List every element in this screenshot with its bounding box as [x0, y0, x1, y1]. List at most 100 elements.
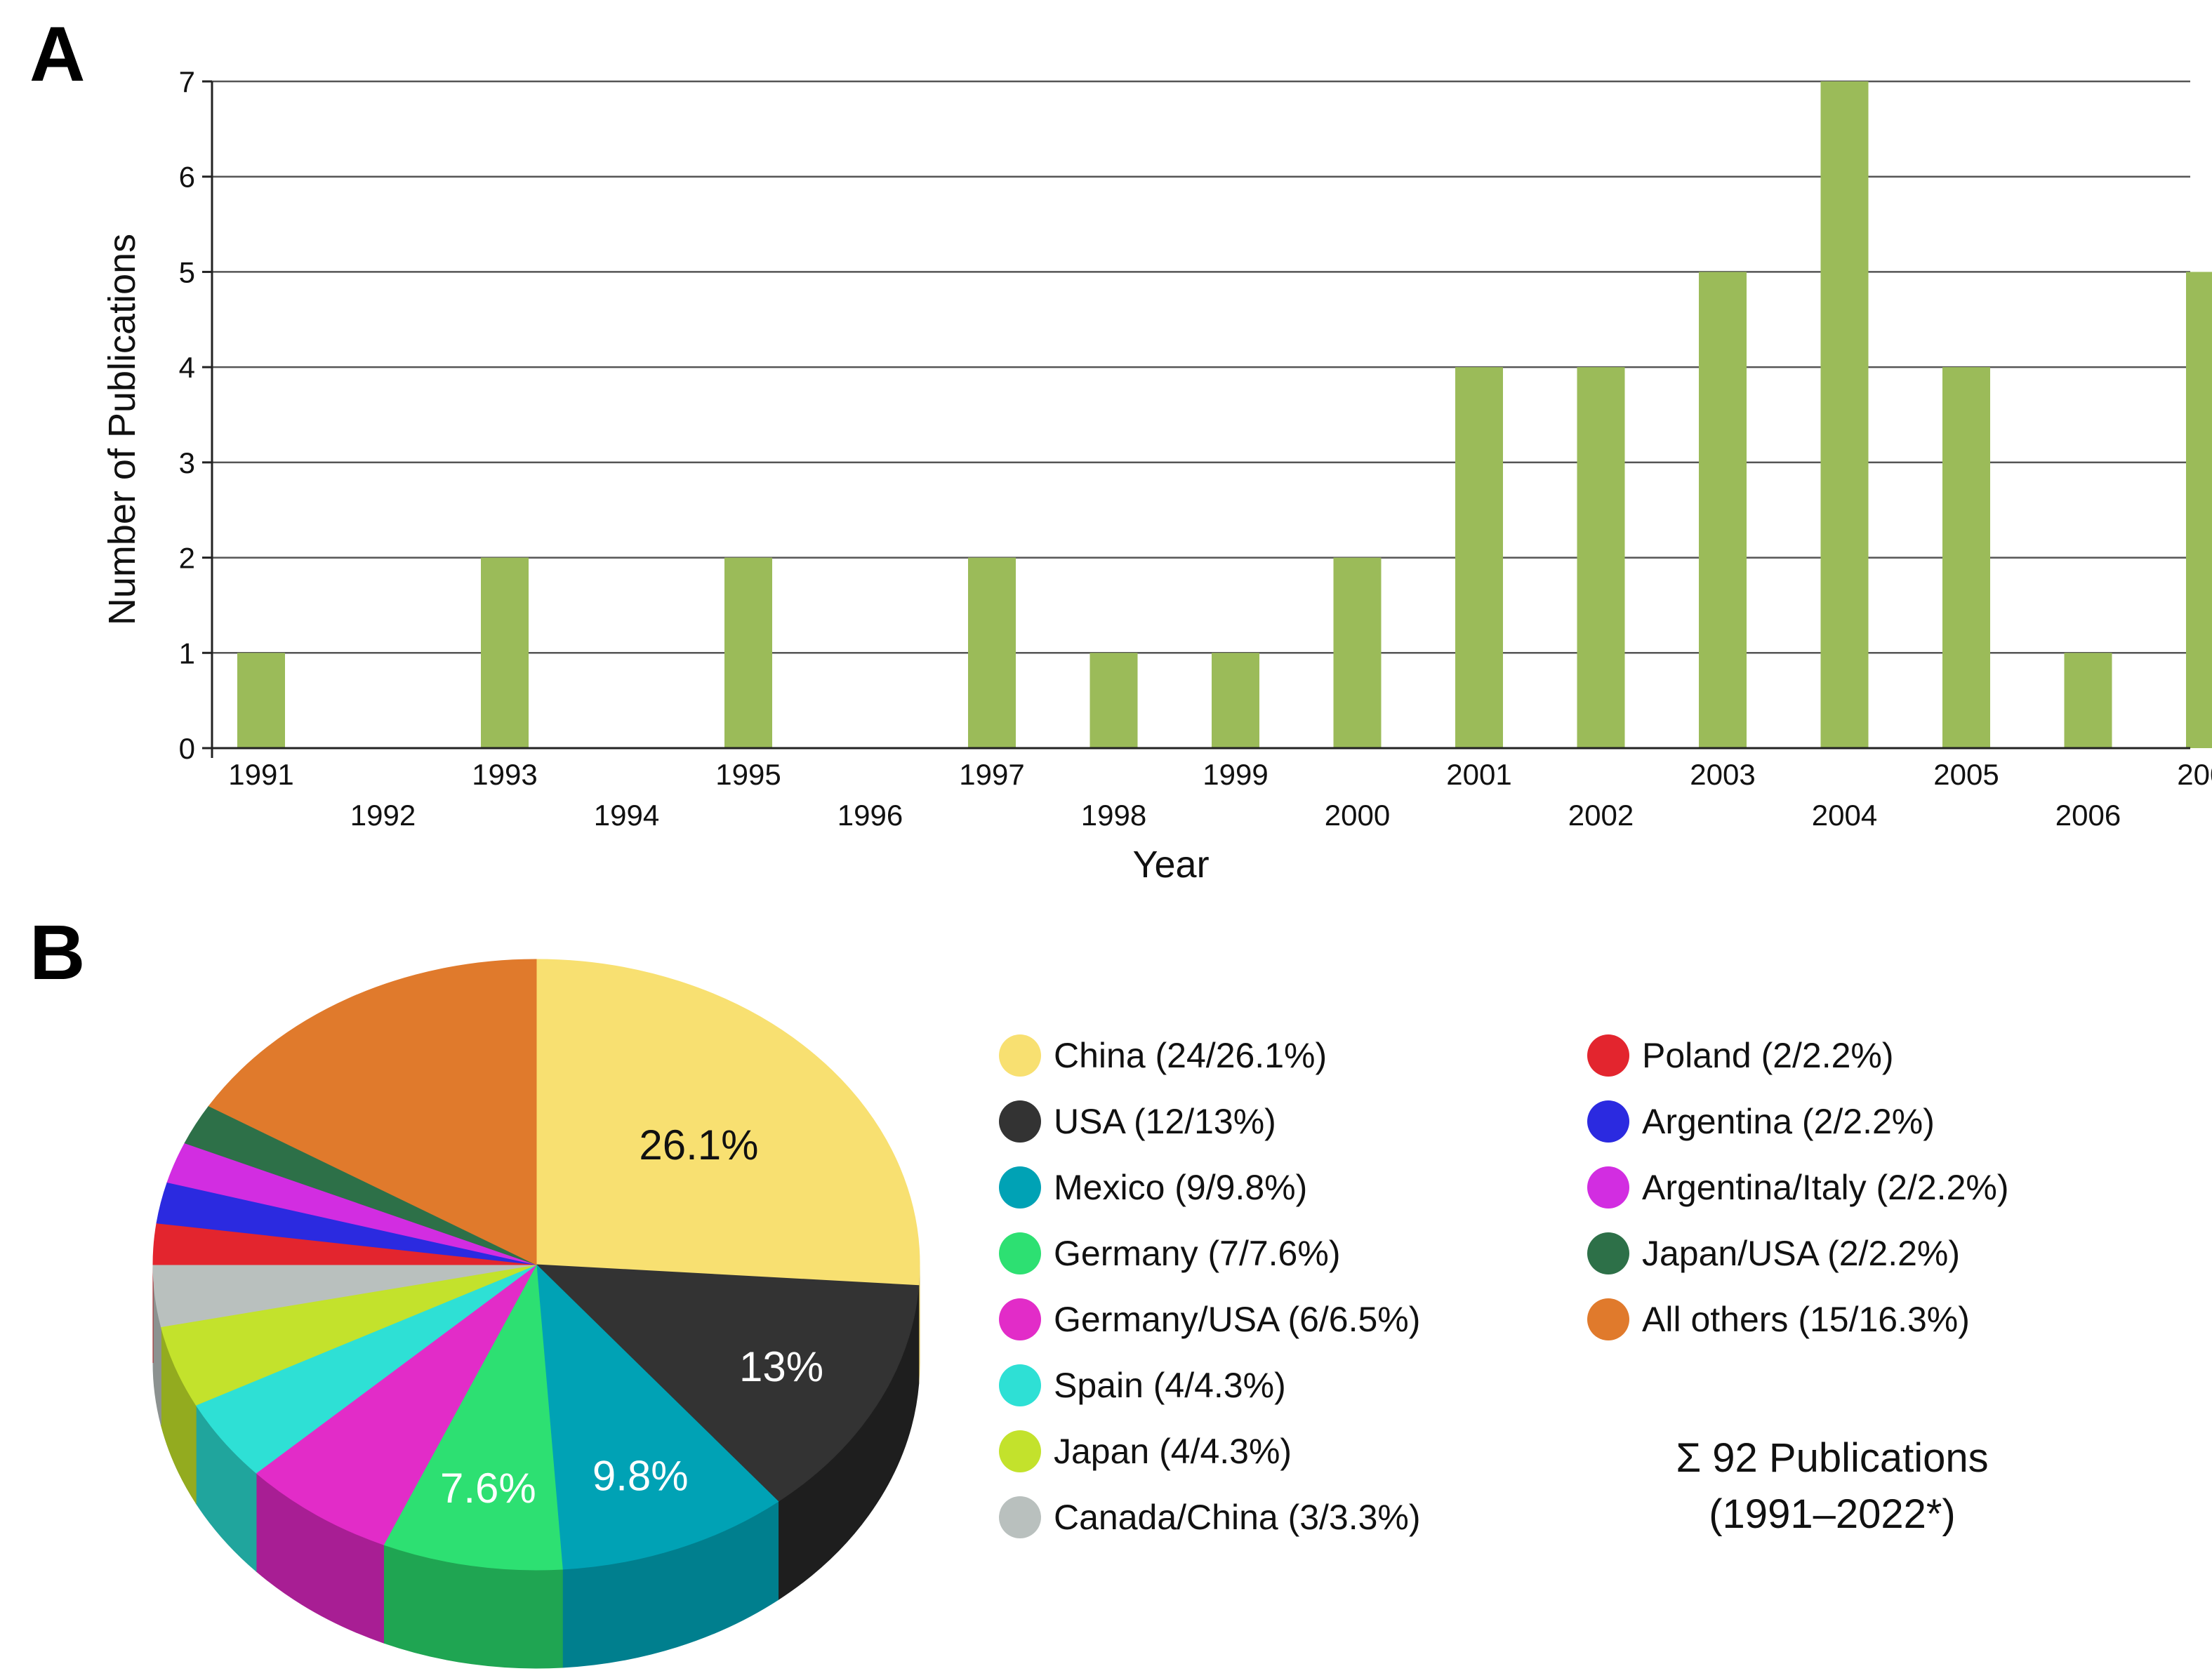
- legend-item: Germany/USA (6/6.5%): [999, 1298, 1420, 1340]
- x-tick-labels: 1991 1992 1993 1994 1995 1996 1997 1998 1999 2000…: [228, 758, 2212, 832]
- bar-1993: [481, 557, 529, 748]
- bar-2001: [1455, 367, 1503, 748]
- bar-gridlines: [212, 80, 2190, 654]
- legend-label: Mexico (9/9.8%): [1054, 1168, 1307, 1207]
- bar-2007: [2186, 272, 2212, 748]
- y-tick-label: 6: [179, 161, 195, 194]
- legend-label: USA (12/13%): [1054, 1102, 1276, 1141]
- x-axis-title: Year: [1132, 844, 1209, 886]
- legend-item: Japan (4/4.3%): [999, 1430, 1292, 1472]
- x-tick-label: 1992: [350, 799, 416, 832]
- legend-label: Argentina (2/2.2%): [1642, 1102, 1935, 1141]
- bar-1999: [1212, 653, 1259, 748]
- legend-label: Germany (7/7.6%): [1054, 1234, 1340, 1273]
- x-tick-label: 1993: [472, 758, 537, 791]
- y-tick-label: 4: [179, 351, 195, 384]
- legend-item: China (24/26.1%): [999, 1034, 1327, 1077]
- legend-swatch: [999, 1430, 1041, 1472]
- legend-item: Spain (4/4.3%): [999, 1364, 1286, 1406]
- legend-item: Canada/China (3/3.3%): [999, 1496, 1421, 1538]
- total-period: (1991–2022*): [1709, 1491, 1956, 1537]
- pie-slice-label-2: 9.8%: [592, 1452, 689, 1499]
- bar-2005: [1942, 367, 1990, 748]
- y-axis-title: Number of Publications: [101, 234, 143, 625]
- pie-slice-1: [535, 1264, 920, 1503]
- legend-item: Japan/USA (2/2.2%): [1587, 1232, 1960, 1274]
- pie-slice-0: [536, 959, 920, 1286]
- x-tick-label: 1995: [715, 758, 781, 791]
- pie-legend: China (24/26.1%) USA (12/13%) Mexico (9/9.…: [999, 1034, 2009, 1538]
- x-tick-label: 2004: [1812, 799, 1877, 832]
- bar-1995: [724, 557, 772, 748]
- y-tick-label: 1: [179, 637, 195, 670]
- y-tick-label: 2: [179, 542, 195, 575]
- legend-label: Japan/USA (2/2.2%): [1642, 1234, 1960, 1273]
- legend-item: All others (15/16.3%): [1587, 1298, 1970, 1340]
- legend-swatch: [999, 1232, 1041, 1274]
- x-tick-label: 1996: [837, 799, 903, 832]
- legend-swatch: [1587, 1298, 1629, 1340]
- legend-label: Canada/China (3/3.3%): [1054, 1498, 1421, 1537]
- pie-slice-12: [208, 959, 537, 1265]
- legend-label: All others (15/16.3%): [1642, 1300, 1970, 1339]
- x-tick-label: 1999: [1203, 758, 1268, 791]
- bar-2002: [1577, 367, 1625, 748]
- pie-chart: 26.1% 13% 9.8% 7.6%: [152, 959, 920, 1669]
- pie-slice-4: [256, 1264, 537, 1545]
- x-tick-label: 1997: [959, 758, 1024, 791]
- legend-label: Germany/USA (6/6.5%): [1054, 1300, 1420, 1339]
- bar-2003: [1699, 272, 1747, 748]
- pie-slice-3: [383, 1263, 563, 1571]
- pie-slice-label-1: 13%: [739, 1343, 823, 1390]
- pie-slices: [152, 959, 920, 1571]
- bar-axes: [202, 80, 2190, 758]
- x-tick-label: 2007: [2177, 758, 2212, 791]
- legend-swatch: [999, 1034, 1041, 1077]
- legend-label: Argentina/Italy (2/2.2%): [1642, 1168, 2009, 1207]
- legend-swatch: [1587, 1100, 1629, 1143]
- legend-label: Poland (2/2.2%): [1642, 1036, 1894, 1075]
- bar-1997: [968, 557, 1016, 748]
- legend-label: Spain (4/4.3%): [1054, 1366, 1286, 1405]
- x-tick-label: 2001: [1446, 758, 1511, 791]
- x-tick-label: 1991: [228, 758, 293, 791]
- bar-1991: [237, 653, 285, 748]
- legend-swatch: [1587, 1166, 1629, 1209]
- x-tick-label: 2003: [1690, 758, 1755, 791]
- legend-item: Germany (7/7.6%): [999, 1232, 1340, 1274]
- x-tick-label: 2000: [1325, 799, 1390, 832]
- legend-swatch: [1587, 1232, 1629, 1274]
- legend-swatch: [999, 1298, 1041, 1340]
- legend-swatch: [999, 1364, 1041, 1406]
- legend-label: China (24/26.1%): [1054, 1036, 1327, 1075]
- pie-slice-labels: 26.1% 13% 9.8% 7.6%: [440, 1121, 823, 1512]
- legend-item: Argentina (2/2.2%): [1587, 1100, 1935, 1143]
- legend-item: USA (12/13%): [999, 1100, 1276, 1143]
- x-tick-label: 2002: [1568, 799, 1634, 832]
- legend-item: Mexico (9/9.8%): [999, 1166, 1307, 1209]
- pie-slice-label-3: 7.6%: [440, 1465, 536, 1512]
- y-tick-label: 0: [179, 732, 195, 765]
- legend-swatch: [1587, 1034, 1629, 1077]
- x-tick-label: 2006: [2055, 799, 2121, 832]
- bar-1998: [1090, 653, 1138, 748]
- panel-a-letter: A: [29, 11, 85, 98]
- x-tick-label: 1994: [594, 799, 659, 832]
- legend-label: Japan (4/4.3%): [1054, 1432, 1292, 1471]
- bar-2000: [1333, 557, 1382, 748]
- panel-b-letter: B: [29, 910, 85, 996]
- bar-series: [237, 81, 2212, 748]
- bar-2004: [1820, 81, 1869, 748]
- x-tick-label: 1998: [1081, 799, 1146, 832]
- total-publications: Σ 92 Publications: [1676, 1435, 1988, 1481]
- y-tick-labels: 0 1 2 3 4 5 6 7: [179, 65, 195, 765]
- legend-swatch: [999, 1496, 1041, 1538]
- bar-2006: [2064, 653, 2112, 748]
- pie-slice-label-0: 26.1%: [639, 1121, 758, 1169]
- pie-slice-2: [536, 1263, 779, 1570]
- legend-swatch: [999, 1100, 1041, 1143]
- legend-swatch: [999, 1166, 1041, 1209]
- legend-item: Poland (2/2.2%): [1587, 1034, 1894, 1077]
